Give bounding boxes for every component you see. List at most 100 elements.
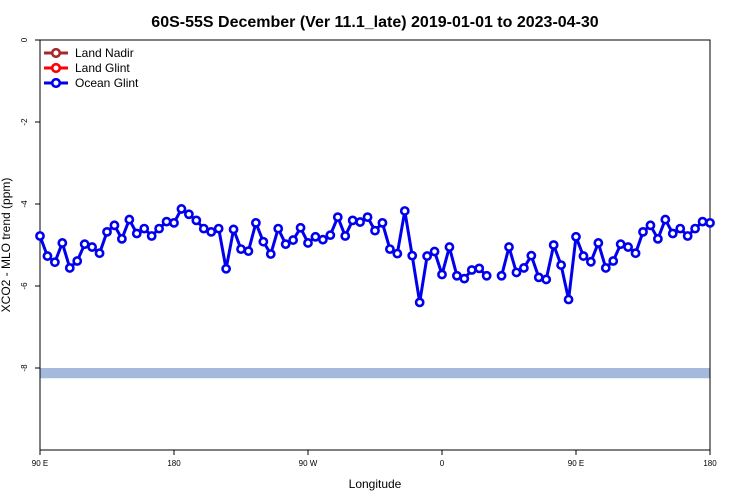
x-tick-label: 180 [703,459,717,468]
data-point [563,294,574,305]
data-point [518,263,529,273]
y-tick-label: -4 [20,200,29,208]
data-point [273,223,284,234]
data-point [161,216,172,227]
data-point [481,270,492,281]
data-point [660,214,671,225]
data-point [638,226,648,237]
data-point [332,212,343,223]
data-point [705,217,715,228]
data-point [533,272,544,283]
data-point [652,233,663,244]
data-point [407,250,418,261]
data-point [526,250,537,261]
data-point [35,231,45,241]
data-point [57,238,68,248]
legend-marker [50,62,62,74]
data-point [496,270,507,281]
data-point [675,223,686,234]
data-point [243,246,254,257]
data-point [414,297,425,308]
x-tick-label: 0 [440,459,445,468]
data-point [474,263,485,274]
data-point [444,242,455,252]
data-point [49,257,60,268]
data-point [325,230,336,241]
x-tick-label: 180 [167,459,181,468]
data-point [682,231,693,241]
data-point [347,215,358,226]
x-axis-label: Longitude [349,477,402,491]
data-point [608,256,619,266]
data-point [146,231,157,241]
data-point [377,217,388,228]
data-point [258,236,269,247]
data-point [154,223,165,234]
data-point [600,263,611,273]
data-point [667,228,678,239]
data-point [585,256,596,267]
plot-frame [39,39,711,451]
data-point [183,209,194,220]
legend-label: Land Glint [75,61,130,75]
data-point [437,269,447,280]
data-point [206,226,217,237]
data-point [139,223,150,234]
data-point [571,231,581,242]
data-point [422,251,433,261]
data-point [116,233,127,244]
data-point [593,238,604,248]
data-point [295,222,306,233]
data-point [236,244,246,254]
y-tick-label: -8 [20,364,29,372]
x-tick-label: 90 W [299,459,318,468]
plot-area: 90 E 180 90 W 0 90 E 180 0 -2 -4 -6 -8 Land NadirLa… [20,37,717,468]
data-point [280,239,291,250]
data-point [87,242,98,252]
data-point [191,215,202,226]
data-point [623,242,634,252]
legend-marker [50,47,62,59]
data-point [109,220,120,231]
data-point [690,223,701,234]
data-point [466,265,477,275]
data-point [362,212,373,223]
x-tick-label: 90 E [568,459,584,468]
data-point [541,274,552,285]
data-point [697,216,708,227]
data-point [265,249,276,259]
data-point [310,231,321,242]
data-point [198,223,209,234]
data-point [384,244,395,254]
data-point [511,267,522,278]
data-point [94,248,105,259]
data-point [64,263,75,273]
chart-title: 60S-55S December (Ver 11.1_late) 2019-01… [151,14,599,31]
data-point [399,206,410,216]
data-point [72,256,83,266]
data-point [79,239,90,250]
legend-marker [50,77,62,89]
data-point [228,224,239,235]
ocean-glint-series-line [38,207,488,304]
data-point [42,251,53,261]
reference-band [40,368,710,379]
y-tick-label: 0 [20,37,29,42]
data-point [303,238,313,248]
data-point [124,214,135,225]
data-point [355,217,366,227]
data-point [370,225,380,236]
data-point [630,248,641,259]
y-tick-label: -2 [20,118,29,126]
data-point [169,217,179,228]
data-point [102,226,112,237]
y-tick-label: -6 [20,282,29,290]
data-point [288,235,299,245]
data-point [221,263,232,274]
data-point [556,260,567,270]
data-point [451,270,462,281]
data-point [578,251,589,261]
data-point [317,234,328,245]
data-point [459,273,470,284]
